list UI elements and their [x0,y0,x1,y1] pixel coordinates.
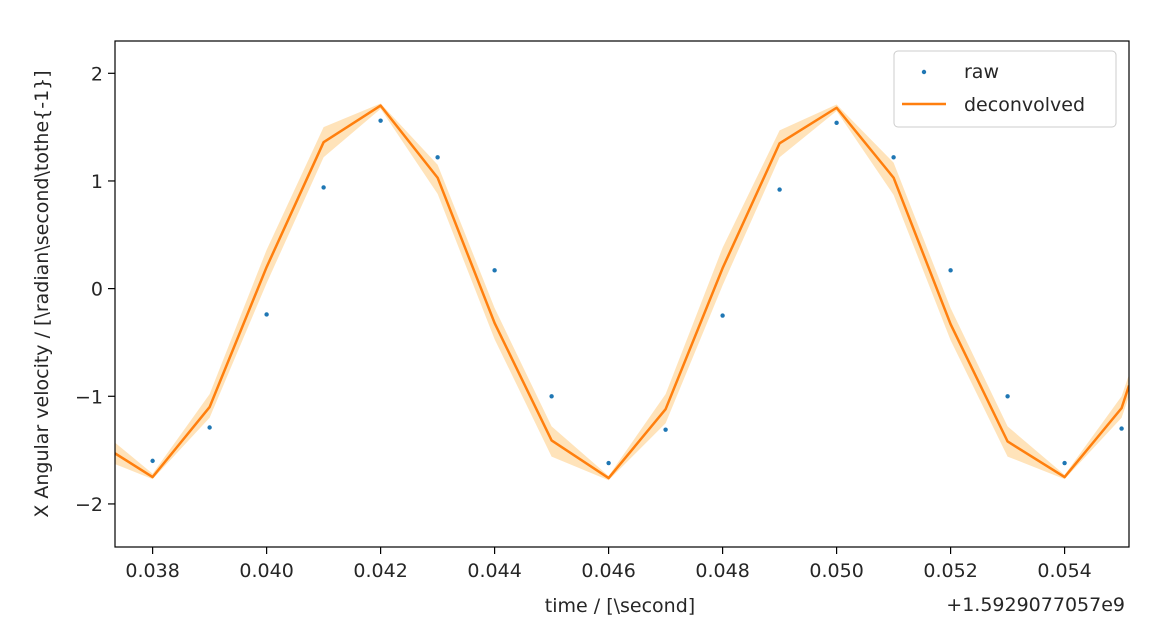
x-tick-label: 0.048 [695,560,749,582]
raw-point [777,187,782,192]
raw-point [492,268,497,273]
y-tick-label: 2 [91,63,103,85]
y-tick-label: −1 [75,386,103,408]
y-axis-label: X Angular velocity / [\radian\second\tot… [31,70,53,517]
raw-point [264,312,269,317]
x-tick-label: 0.052 [923,560,977,582]
x-tick-label: 0.046 [581,560,635,582]
raw-point [834,120,839,126]
raw-point [720,313,725,318]
x-axis-label: time / [\second] [545,595,695,617]
x-tick-label: 0.040 [239,560,293,582]
line-layer [115,104,1129,480]
x-axis: 0.038 0.040 0.042 0.044 0.046 0.048 0.050 0.052… [125,547,1092,582]
legend: raw deconvolved [893,50,1117,128]
y-tick-label: 0 [91,279,103,301]
legend-box [893,50,1117,128]
plot-frame [114,40,1130,548]
raw-point [1062,460,1067,466]
raw-point [948,268,953,273]
y-axis: −2 −1 0 1 2 [75,63,115,516]
point-layer [150,118,1124,466]
raw-point [378,118,383,123]
x-tick-label: 0.044 [467,560,521,582]
raw-point [435,155,440,160]
x-tick-label: 0.038 [125,560,179,582]
y-tick-label: −2 [75,494,103,516]
raw-point [1119,426,1124,431]
raw-point [1005,394,1010,399]
deconvolved-line [115,104,1129,480]
raw-point [663,427,668,432]
raw-point [606,460,611,466]
raw-point [891,155,896,160]
x-tick-label: 0.042 [353,560,407,582]
legend-label-deconvolved: deconvolved [964,94,1085,116]
legend-marker-raw [921,69,927,75]
x-tick-label: 0.054 [1037,560,1091,582]
legend-label-raw: raw [964,61,999,83]
raw-point [321,185,326,190]
raw-point [549,394,554,399]
raw-point [207,425,212,430]
x-offset-label: +1.5929077057e9 [946,594,1125,616]
y-tick-label: 1 [91,171,103,193]
x-tick-label: 0.050 [809,560,863,582]
raw-point [150,458,155,464]
